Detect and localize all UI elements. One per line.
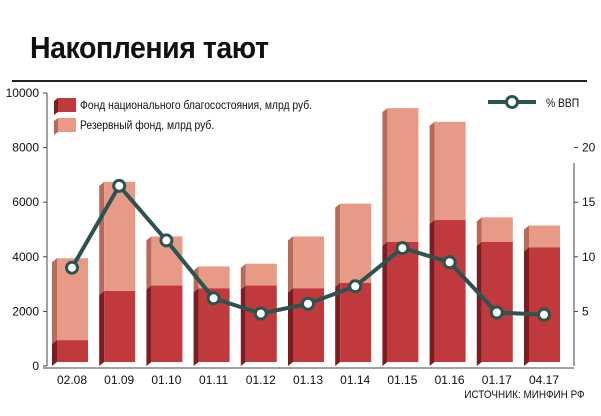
gdp-point: [65, 260, 79, 275]
y-right-tick-label: 20: [582, 141, 596, 155]
bar-reserve: [245, 263, 277, 286]
x-tick-label: 01.15: [387, 373, 417, 387]
gdp-point: [395, 241, 410, 256]
bar-side-reserve: [288, 236, 293, 293]
bar-nwf: [57, 340, 88, 362]
y-left-tick-label: 2000: [12, 304, 39, 318]
bar-side-nwf: [382, 241, 388, 366]
y-left-tick-label: 6000: [12, 195, 39, 209]
x-tick-label: 01.17: [482, 373, 512, 387]
gdp-point: [537, 307, 551, 322]
legend-swatch-reserve: [58, 118, 76, 132]
x-tick-label: 01.10: [151, 373, 181, 387]
bar-reserve: [481, 217, 513, 242]
legend-swatch-reserve-side: [54, 118, 58, 135]
y-right-tick-label: 15: [582, 195, 596, 209]
legend-swatches: [54, 95, 536, 135]
legend-label-nwf: Фонд национального благосостояния, млрд …: [80, 98, 313, 112]
gdp-point: [159, 233, 174, 248]
bar-reserve: [293, 236, 324, 289]
legend-label-gdp: % ВВП: [546, 96, 580, 110]
legend-swatch-nwf-side: [54, 98, 58, 115]
gdp-point: [442, 255, 457, 270]
bar-side-nwf: [429, 220, 435, 366]
x-tick-label: 01.12: [246, 373, 276, 387]
bar-reserve: [198, 266, 230, 289]
bar-nwf: [104, 291, 136, 362]
legend-swatch-nwf: [58, 98, 76, 112]
y-right-tick-label: 5: [582, 304, 589, 318]
bar-side-nwf: [146, 285, 152, 366]
gdp-point: [301, 296, 315, 311]
bar-side-reserve: [52, 258, 57, 345]
bar-nwf: [151, 285, 183, 362]
bar-side-nwf: [52, 340, 57, 366]
bar-side-reserve: [382, 108, 388, 246]
bar-nwf: [245, 285, 277, 362]
bar-reserve: [529, 225, 560, 248]
gdp-point: [253, 306, 268, 321]
bar-nwf: [529, 247, 560, 362]
bar-nwf: [434, 220, 466, 362]
x-tick-label: 02.08: [57, 373, 87, 387]
legend-swatch-gdp-point: [505, 95, 519, 109]
bar-reserve: [434, 121, 466, 221]
x-tick-label: 01.11: [199, 373, 228, 387]
bar-side-reserve: [524, 225, 529, 252]
y-left-tick-label: 0: [32, 359, 39, 373]
x-tick-label: 04.17: [529, 373, 559, 387]
chart-title: Накопления тают: [30, 30, 269, 65]
legend-label-reserve: Резервный фонд, млрд руб.: [80, 118, 215, 132]
y-left-tick-label: 4000: [12, 250, 39, 264]
bar-nwf: [387, 241, 419, 362]
title-divider: [12, 80, 587, 82]
bar-reserve: [340, 203, 372, 283]
bar-side-nwf: [524, 247, 529, 366]
axes-layer: 0 2000 4000 6000 8000 10000 5 10 15 20 02.08 01.09 0…: [6, 86, 596, 387]
source-note: ИСТОЧНИК: МИНФИН РФ: [464, 389, 585, 401]
gdp-point: [348, 279, 363, 294]
bar-side-nwf: [288, 288, 293, 366]
y-left-tick-label: 10000: [6, 86, 40, 100]
bar-reserve: [387, 108, 419, 242]
x-tick-label: 01.16: [435, 373, 465, 387]
x-tick-label: 01.14: [340, 373, 370, 387]
bar-side-nwf: [240, 285, 246, 366]
bar-side-reserve: [476, 217, 482, 246]
bar-side-nwf: [193, 288, 199, 366]
line-layer: [65, 178, 551, 322]
bar-side-nwf: [335, 282, 341, 366]
bar-side-reserve: [99, 181, 105, 296]
gdp-point: [489, 305, 504, 320]
y-left-tick-label: 8000: [12, 141, 39, 155]
bar-side-nwf: [99, 291, 105, 366]
x-tick-label: 01.13: [293, 373, 323, 387]
x-tick-label: 01.09: [104, 373, 134, 387]
bar-nwf: [340, 282, 372, 362]
bar-side-reserve: [335, 203, 341, 287]
bar-side-reserve: [240, 263, 246, 290]
bar-side-nwf: [476, 241, 482, 366]
y-right-tick-label: 10: [582, 250, 596, 264]
bar-side-reserve: [429, 121, 435, 225]
bars-layer: [52, 108, 560, 366]
gdp-point: [206, 291, 221, 306]
bar-side-reserve: [146, 236, 152, 290]
gdp-point: [112, 178, 127, 193]
